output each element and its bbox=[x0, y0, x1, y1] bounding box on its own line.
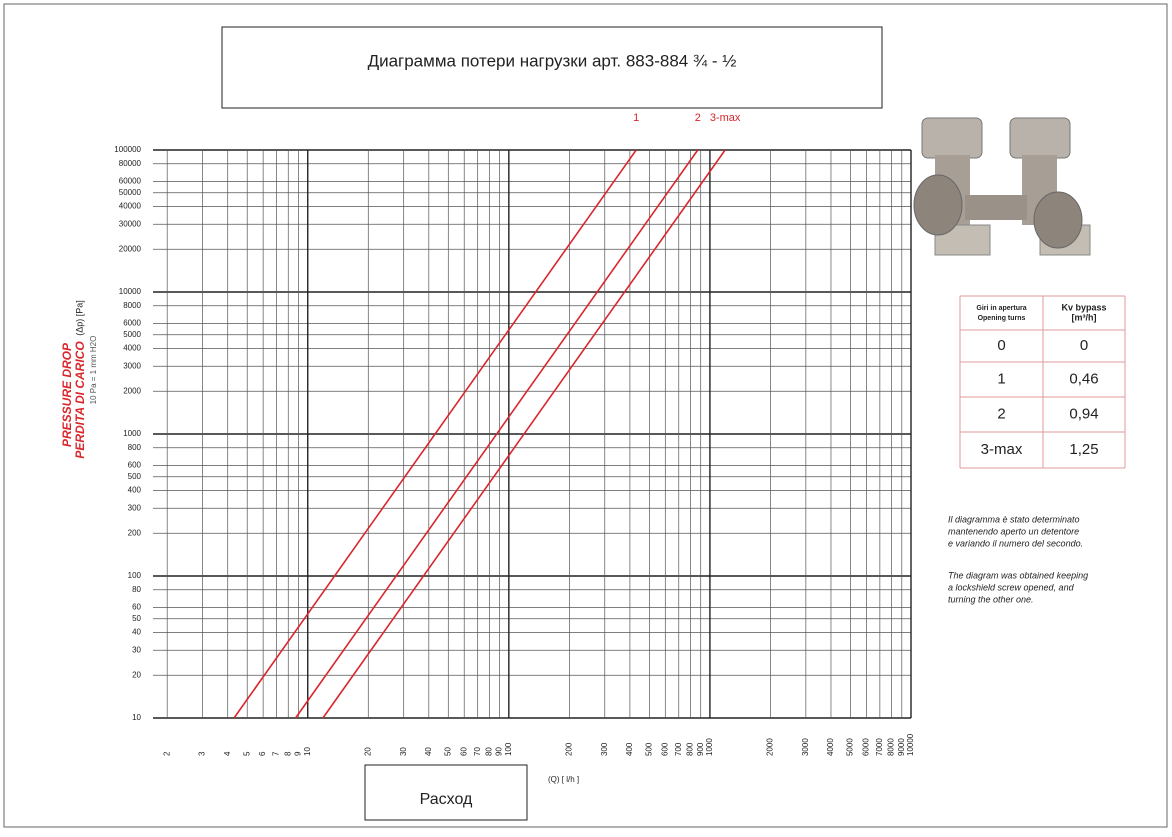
y-tick-label: 800 bbox=[128, 443, 142, 452]
y-tick-label: 10000 bbox=[119, 287, 142, 296]
x-tick-label: 700 bbox=[674, 742, 683, 756]
y-tick-label: 30000 bbox=[119, 219, 142, 228]
note-text: mantenendo aperto un detentore bbox=[948, 526, 1079, 536]
table-cell: 3-max bbox=[981, 441, 1023, 458]
x-tick-label: 900 bbox=[696, 742, 705, 756]
x-tick-label: 70 bbox=[473, 747, 482, 756]
page-border bbox=[4, 4, 1167, 827]
y-axis-note: 10 Pa = 1 mm H2O bbox=[89, 336, 98, 405]
y-tick-label: 60 bbox=[132, 603, 141, 612]
y-tick-label: 1000 bbox=[123, 429, 141, 438]
series-label: 3-max bbox=[710, 112, 741, 124]
y-tick-label: 40 bbox=[132, 628, 141, 637]
y-tick-label: 500 bbox=[128, 472, 142, 481]
x-tick-label: 6 bbox=[258, 751, 267, 756]
x-tick-label: 90 bbox=[495, 747, 504, 756]
chart: Диаграмма потери нагрузки арт. 883-884 ¾… bbox=[0, 0, 1172, 832]
table-cell: 0 bbox=[997, 337, 1005, 354]
table-cell: 0,94 bbox=[1069, 405, 1098, 422]
y-axis-unit: (Δp) [Pa] bbox=[74, 300, 84, 336]
x-tick-label: 7000 bbox=[875, 738, 884, 756]
x-tick-label: 2000 bbox=[766, 738, 775, 756]
x-tick-label: 1000 bbox=[705, 738, 714, 756]
x-tick-label: 80 bbox=[484, 747, 493, 756]
x-tick-label: 400 bbox=[625, 742, 634, 756]
x-tick-label: 3 bbox=[198, 751, 207, 756]
valve-image bbox=[914, 118, 1090, 255]
page: {"chart_data": {"type": "line", "title":… bbox=[0, 0, 1172, 832]
table-cell: 1,25 bbox=[1069, 441, 1098, 458]
x-tick-label: 2 bbox=[162, 751, 171, 756]
y-tick-label: 6000 bbox=[123, 319, 141, 328]
table-header: Giri in apertura bbox=[976, 305, 1026, 312]
x-tick-label: 50 bbox=[443, 747, 452, 756]
x-unit: (Q) [ l/h ] bbox=[548, 775, 579, 784]
y-tick-label: 50 bbox=[132, 614, 141, 623]
y-tick-label: 200 bbox=[128, 528, 142, 537]
table-header: Opening turns bbox=[978, 315, 1026, 322]
y-axis-label: PRESSURE DROP bbox=[60, 342, 74, 447]
y-tick-label: 2000 bbox=[123, 386, 141, 395]
x-tick-label: 9 bbox=[294, 751, 303, 756]
series-label: 1 bbox=[633, 112, 639, 124]
table-header: [m³/h] bbox=[1072, 312, 1097, 322]
y-tick-label: 100000 bbox=[114, 145, 141, 154]
y-tick-label: 20 bbox=[132, 670, 141, 679]
table-header: Kv bypass bbox=[1061, 302, 1106, 312]
y-tick-label: 30 bbox=[132, 645, 141, 654]
x-tick-label: 10000 bbox=[906, 733, 915, 756]
y-tick-label: 40000 bbox=[119, 202, 142, 211]
y-tick-label: 3000 bbox=[123, 361, 141, 370]
y-tick-label: 80 bbox=[132, 585, 141, 594]
y-tick-label: 5000 bbox=[123, 330, 141, 339]
y-tick-label: 4000 bbox=[123, 344, 141, 353]
x-tick-label: 20 bbox=[363, 747, 372, 756]
note-text: e variando il numero del secondo. bbox=[948, 538, 1083, 548]
x-tick-label: 4 bbox=[223, 751, 232, 756]
x-tick-label: 7 bbox=[272, 751, 281, 756]
note-text: turning the other one. bbox=[948, 594, 1034, 604]
x-tick-label: 8 bbox=[283, 751, 292, 756]
x-tick-label: 40 bbox=[424, 747, 433, 756]
y-tick-label: 400 bbox=[128, 486, 142, 495]
table-cell: 0 bbox=[1080, 337, 1088, 354]
x-tick-label: 3000 bbox=[801, 738, 810, 756]
y-tick-label: 600 bbox=[128, 461, 142, 470]
chart-title: Диаграмма потери нагрузки арт. 883-884 ¾… bbox=[368, 51, 737, 70]
note-text: Il diagramma è stato determinato bbox=[948, 514, 1080, 524]
x-tick-label: 30 bbox=[399, 747, 408, 756]
table-cell: 1 bbox=[997, 370, 1005, 387]
x-tick-label: 6000 bbox=[861, 738, 870, 756]
y-tick-label: 20000 bbox=[119, 244, 142, 253]
x-tick-label: 100 bbox=[504, 742, 513, 756]
note-text: The diagram was obtained keeping bbox=[948, 570, 1088, 580]
y-tick-label: 8000 bbox=[123, 301, 141, 310]
x-tick-label: 5000 bbox=[846, 738, 855, 756]
y-tick-label: 300 bbox=[128, 503, 142, 512]
x-tick-label: 4000 bbox=[826, 738, 835, 756]
x-tick-label: 500 bbox=[644, 742, 653, 756]
y-tick-label: 100 bbox=[128, 571, 142, 580]
x-tick-label: 10 bbox=[303, 747, 312, 756]
x-tick-label: 800 bbox=[686, 742, 695, 756]
x-tick-label: 9000 bbox=[897, 738, 906, 756]
table-cell: 2 bbox=[997, 405, 1005, 422]
table-cell: 0,46 bbox=[1069, 370, 1098, 387]
y-axis-label: PERDITA DI CARICO bbox=[73, 341, 87, 459]
y-tick-label: 60000 bbox=[119, 177, 142, 186]
x-tick-label: 300 bbox=[600, 742, 609, 756]
y-tick-label: 80000 bbox=[119, 159, 142, 168]
x-tick-label: 60 bbox=[459, 747, 468, 756]
x-tick-label: 8000 bbox=[887, 738, 896, 756]
x-tick-label: 600 bbox=[660, 742, 669, 756]
x-tick-label: 5 bbox=[242, 751, 251, 756]
series-label: 2 bbox=[695, 112, 701, 124]
y-tick-label: 10 bbox=[132, 713, 141, 722]
note-text: a lockshield screw opened, and bbox=[948, 582, 1075, 592]
y-tick-label: 50000 bbox=[119, 188, 142, 197]
x-tick-label: 200 bbox=[564, 742, 573, 756]
x-axis-label: Расход bbox=[420, 791, 473, 808]
